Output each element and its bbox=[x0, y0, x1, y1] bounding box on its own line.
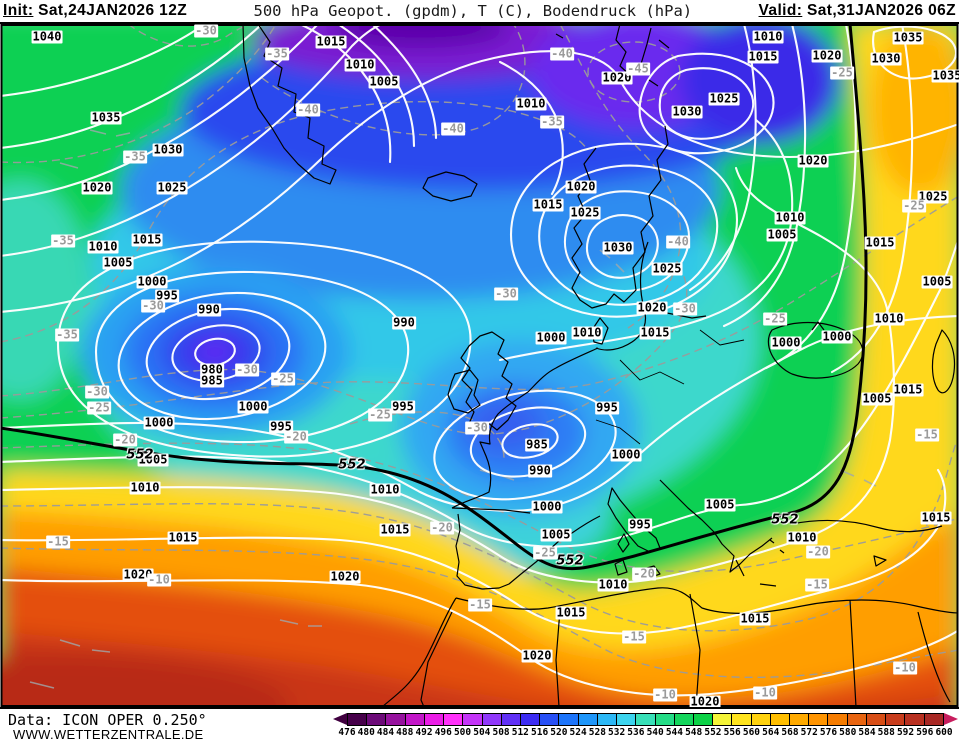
colorbar-legend: 476 480 484 488 492 496 500 504 508 512 516 520 524 5… bbox=[333, 713, 959, 741]
colorbar-tick: 528 bbox=[588, 727, 606, 738]
colorbar-segment bbox=[520, 714, 541, 725]
colorbar-segment bbox=[559, 714, 579, 725]
colorbar-segment bbox=[809, 714, 829, 725]
colorbar-left-arrow bbox=[333, 713, 347, 725]
colorbar-tick: 552 bbox=[704, 727, 722, 738]
colorbar-segment bbox=[424, 714, 445, 725]
colorbar-segment bbox=[790, 714, 810, 725]
colorbar-segment bbox=[501, 714, 521, 725]
colorbar-segment bbox=[693, 714, 714, 725]
colorbar-tick: 488 bbox=[396, 727, 414, 738]
colorbar-segment bbox=[463, 714, 483, 725]
colorbar-tick: 500 bbox=[453, 727, 472, 738]
colorbar-tick: 592 bbox=[896, 727, 915, 738]
website-link: WWW.WETTERZENTRALE.DE bbox=[13, 727, 204, 742]
colorbar-segment bbox=[770, 714, 791, 725]
colorbar-tick: 516 bbox=[531, 727, 549, 738]
contour-552 bbox=[2, 24, 868, 571]
colorbar-tick: 484 bbox=[376, 727, 395, 738]
coastlines bbox=[242, 24, 957, 707]
colorbar-tick: 600 bbox=[935, 727, 953, 738]
valid-time: Valid: Sat,31JAN2026 06Z bbox=[759, 2, 956, 20]
colorbar-tick: 556 bbox=[723, 727, 741, 738]
colorbar-tick: 508 bbox=[492, 727, 510, 738]
data-source: Data: ICON OPER 0.250° bbox=[8, 711, 207, 729]
colorbar-tick: 532 bbox=[608, 727, 626, 738]
colorbar-tick: 548 bbox=[685, 727, 703, 738]
colorbar-tick: 576 bbox=[819, 727, 838, 738]
colorbar-segments bbox=[347, 713, 944, 726]
colorbar-segment bbox=[348, 714, 368, 725]
colorbar-tick: 580 bbox=[839, 727, 857, 738]
colorbar-segment bbox=[924, 714, 943, 725]
colorbar-segment bbox=[367, 714, 387, 725]
colorbar-tick: 480 bbox=[357, 727, 375, 738]
colorbar-tick: 504 bbox=[473, 727, 491, 738]
colorbar-tick: 560 bbox=[742, 727, 761, 738]
colorbar-tick: 568 bbox=[781, 727, 799, 738]
colorbar-tick: 476 bbox=[338, 727, 356, 738]
colorbar-tick: 564 bbox=[762, 727, 780, 738]
colorbar-right-arrow bbox=[944, 713, 958, 725]
colorbar-segment bbox=[732, 714, 752, 725]
colorbar-tick: 588 bbox=[877, 727, 895, 738]
chart-title: 500 hPa Geopot. (gpdm), T (C), Bodendruc… bbox=[253, 2, 693, 20]
colorbar-segment bbox=[636, 714, 656, 725]
colorbar-segment bbox=[540, 714, 560, 725]
colorbar-segment bbox=[713, 714, 733, 725]
colorbar-tick: 520 bbox=[550, 727, 568, 738]
colorbar-segment bbox=[886, 714, 906, 725]
colorbar-segment bbox=[444, 714, 464, 725]
colorbar-tick: 572 bbox=[800, 727, 818, 738]
valid-label: Valid: bbox=[758, 2, 803, 19]
colorbar-segment bbox=[482, 714, 502, 725]
init-label: Init: bbox=[3, 2, 34, 19]
map-border bbox=[0, 24, 959, 707]
colorbar-tick: 512 bbox=[511, 727, 529, 738]
colorbar-tick: 584 bbox=[858, 727, 876, 738]
colorbar-segment bbox=[578, 714, 598, 725]
colorbar-segment bbox=[866, 714, 887, 725]
header-bar: Init: Sat,24JAN2026 12Z 500 hPa Geopot. … bbox=[0, 0, 959, 24]
footer-bar: Data: ICON OPER 0.250° WWW.WETTERZENTRAL… bbox=[0, 707, 959, 742]
colorbar-tick: 524 bbox=[569, 727, 587, 738]
colorbar-tick: 492 bbox=[415, 727, 433, 738]
colorbar-segment bbox=[905, 714, 925, 725]
colorbar-segment bbox=[597, 714, 618, 725]
init-value: Sat,24JAN2026 12Z bbox=[33, 2, 188, 19]
colorbar-segment bbox=[386, 714, 406, 725]
colorbar-segment bbox=[617, 714, 637, 725]
init-time: Init: Sat,24JAN2026 12Z bbox=[3, 2, 187, 20]
colorbar-segment bbox=[405, 714, 425, 725]
colorbar-tick: 544 bbox=[665, 727, 683, 738]
colorbar-segment bbox=[751, 714, 771, 725]
valid-value: Sat,31JAN2026 06Z bbox=[802, 2, 956, 19]
colorbar-segment bbox=[655, 714, 675, 725]
colorbar-tick: 540 bbox=[646, 727, 664, 738]
colorbar-segment bbox=[847, 714, 867, 725]
colorbar-segment bbox=[674, 714, 694, 725]
colorbar-tick: 596 bbox=[916, 727, 934, 738]
colorbar-tick: 496 bbox=[434, 727, 452, 738]
colorbar-segment bbox=[828, 714, 848, 725]
colorbar-tick: 536 bbox=[627, 727, 645, 738]
